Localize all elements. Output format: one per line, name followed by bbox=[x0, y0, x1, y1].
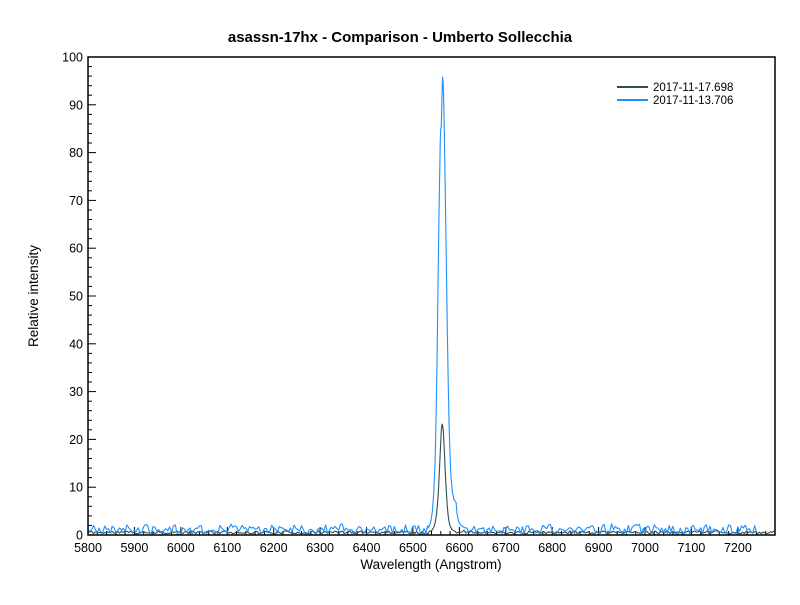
x-tick-label: 7200 bbox=[724, 541, 752, 555]
x-tick-label: 6000 bbox=[167, 541, 195, 555]
x-tick-label: 6800 bbox=[538, 541, 566, 555]
x-tick-label: 5800 bbox=[74, 541, 102, 555]
y-tick-label: 50 bbox=[69, 290, 83, 304]
x-tick-label: 5900 bbox=[120, 541, 148, 555]
y-tick-label: 30 bbox=[69, 385, 83, 399]
legend-label-series-1: 2017-11-13.706 bbox=[653, 95, 733, 107]
x-tick-label: 6600 bbox=[445, 541, 473, 555]
y-tick-label: 0 bbox=[76, 529, 83, 543]
y-tick-label: 80 bbox=[69, 146, 83, 160]
y-tick-label: 90 bbox=[69, 98, 83, 112]
legend-label-series-0: 2017-11-17.698 bbox=[653, 82, 733, 94]
x-tick-label: 6700 bbox=[492, 541, 520, 555]
x-tick-label: 6900 bbox=[585, 541, 613, 555]
legend: 2017-11-17.698 2017-11-13.706 bbox=[617, 82, 733, 107]
y-tick-label: 60 bbox=[69, 242, 83, 256]
y-tick-label: 100 bbox=[62, 51, 83, 65]
x-tick-label: 6400 bbox=[353, 541, 381, 555]
x-axis-label: Wavelength (Angstrom) bbox=[360, 557, 501, 572]
x-tick-label: 6300 bbox=[306, 541, 334, 555]
y-tick-label: 20 bbox=[69, 433, 83, 447]
x-tick-label: 6200 bbox=[260, 541, 288, 555]
y-axis-label: Relative intensity bbox=[26, 245, 41, 347]
y-tick-label: 70 bbox=[69, 194, 83, 208]
y-tick-label: 10 bbox=[69, 481, 83, 495]
x-tick-label: 6100 bbox=[213, 541, 241, 555]
series-line-0 bbox=[87, 423, 775, 535]
x-tick-label: 7000 bbox=[631, 541, 659, 555]
series-lines bbox=[87, 76, 775, 535]
chart-title: asassn-17hx - Comparison - Umberto Solle… bbox=[228, 29, 573, 46]
y-tick-label: 40 bbox=[69, 337, 83, 351]
plot-border bbox=[87, 56, 776, 536]
x-tick-label: 6500 bbox=[399, 541, 427, 555]
series-line-1 bbox=[87, 76, 757, 535]
axis-ticks: 5800 5900 6000 6100 6200 6300 6400 6500 6600 6700… bbox=[62, 51, 776, 555]
x-tick-label: 7100 bbox=[677, 541, 705, 555]
